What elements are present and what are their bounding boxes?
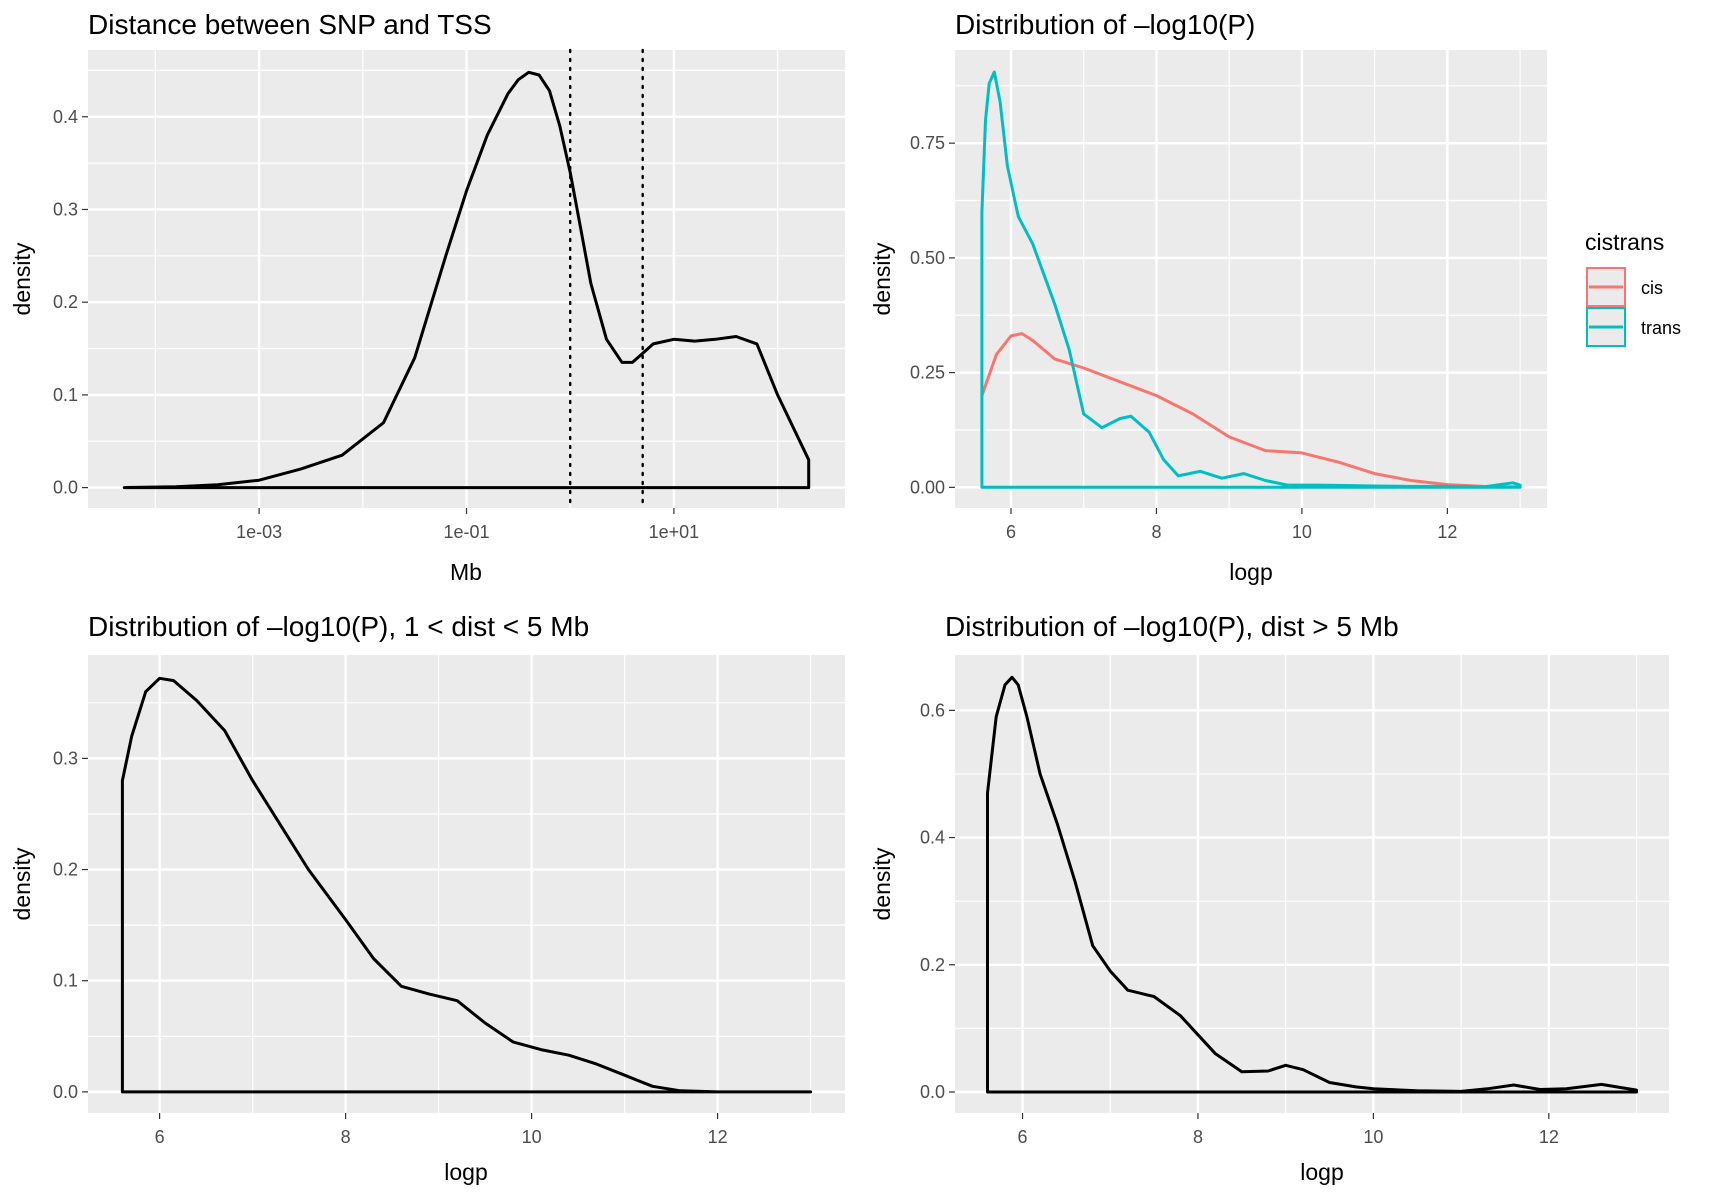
y-tick-label: 0.3	[53, 199, 78, 219]
x-tick-label: 8	[341, 1127, 351, 1147]
y-tick-label: 0.25	[910, 363, 945, 383]
y-tick-label: 0.75	[910, 133, 945, 153]
x-tick-label: 6	[1018, 1127, 1028, 1147]
x-tick-label: 6	[155, 1127, 165, 1147]
panel-snp-tss-distance: 1e-03 1e-01 1e+01 0.0 0.1 0.2 0.3 0.4 Distance …	[9, 9, 845, 585]
plot-background	[955, 50, 1547, 508]
legend-entry-cis: cis	[1586, 267, 1663, 307]
legend-label-cis: cis	[1641, 278, 1663, 298]
grid-lines	[955, 655, 1669, 1113]
y-axis-title: density	[9, 242, 35, 315]
y-tick-label: 0.1	[53, 385, 78, 405]
panel-logp-gt-5mb: 6 8 10 12 0.0 0.2 0.4 0.6 Distribution of –log1…	[869, 611, 1669, 1185]
x-axis-title: logp	[1300, 1159, 1343, 1185]
y-tick-label: 0.2	[53, 860, 78, 880]
y-tick-label: 0.50	[910, 248, 945, 268]
density-curve-density	[120, 676, 813, 1094]
x-tick-label: 8	[1193, 1127, 1203, 1147]
grid-lines	[88, 655, 845, 1113]
x-tick-label: 10	[1292, 522, 1312, 542]
chart-title: Distribution of –log10(P), dist > 5 Mb	[945, 611, 1399, 642]
x-tick-label: 6	[1006, 522, 1016, 542]
y-tick-label: 0.6	[920, 700, 945, 720]
x-tick-label: 12	[708, 1127, 728, 1147]
y-tick-label: 0.1	[53, 971, 78, 991]
y-tick-label: 0.0	[53, 1082, 78, 1102]
axis-ticks: 6 8 10 12 0.00 0.25 0.50 0.75	[910, 133, 1457, 542]
y-axis-title: density	[869, 242, 895, 315]
y-tick-label: 0.00	[910, 477, 945, 497]
x-tick-label: 10	[1363, 1127, 1383, 1147]
x-tick-label: 1e-01	[443, 522, 489, 542]
legend: cistrans cis trans	[1585, 229, 1681, 347]
y-tick-label: 0.3	[53, 748, 78, 768]
x-tick-label: 1e-03	[236, 522, 282, 542]
y-tick-label: 0.0	[920, 1082, 945, 1102]
density-curve-density	[986, 675, 1638, 1094]
plot-background	[955, 655, 1669, 1113]
density-curve-density	[122, 70, 811, 490]
y-axis-title: density	[869, 847, 895, 920]
plot-background	[88, 655, 845, 1113]
chart-title: Distribution of –log10(P), 1 < dist < 5 …	[88, 611, 589, 642]
panel-logp-cistrans: 6 8 10 12 0.00 0.25 0.50 0.75 Distribution of –…	[869, 9, 1681, 585]
x-tick-label: 8	[1151, 522, 1161, 542]
y-tick-label: 0.2	[920, 955, 945, 975]
legend-entry-trans: trans	[1586, 307, 1681, 347]
series-layer	[120, 676, 813, 1094]
series-layer	[122, 70, 811, 490]
y-tick-label: 0.4	[53, 107, 78, 127]
grid-lines	[955, 50, 1547, 508]
x-tick-label: 10	[522, 1127, 542, 1147]
chart-title: Distribution of –log10(P)	[955, 9, 1255, 40]
series-layer	[986, 675, 1638, 1094]
grid-lines	[88, 50, 845, 508]
x-tick-label: 1e+01	[649, 522, 700, 542]
x-tick-label: 12	[1437, 522, 1457, 542]
x-axis-title: logp	[1229, 559, 1272, 585]
x-axis-title: logp	[444, 1159, 487, 1185]
density-curve-trans	[980, 70, 1522, 489]
x-axis-title: Mb	[450, 559, 482, 585]
x-tick-label: 12	[1539, 1127, 1559, 1147]
y-tick-label: 0.4	[920, 828, 945, 848]
axis-ticks: 6 8 10 12 0.0 0.2 0.4 0.6	[920, 700, 1559, 1147]
axis-ticks: 6 8 10 12 0.0 0.1 0.2 0.3	[53, 748, 728, 1147]
y-tick-label: 0.0	[53, 478, 78, 498]
panel-logp-1-5mb: 6 8 10 12 0.0 0.1 0.2 0.3 Distribution of –log1…	[9, 611, 845, 1185]
legend-label-trans: trans	[1641, 318, 1681, 338]
legend-title: cistrans	[1585, 229, 1664, 255]
series-layer	[980, 70, 1522, 489]
y-tick-label: 0.2	[53, 292, 78, 312]
axis-ticks: 1e-03 1e-01 1e+01 0.0 0.1 0.2 0.3 0.4	[53, 107, 699, 542]
chart-title: Distance between SNP and TSS	[88, 9, 492, 40]
y-axis-title: density	[9, 847, 35, 920]
density-curve-cis	[980, 332, 1521, 489]
